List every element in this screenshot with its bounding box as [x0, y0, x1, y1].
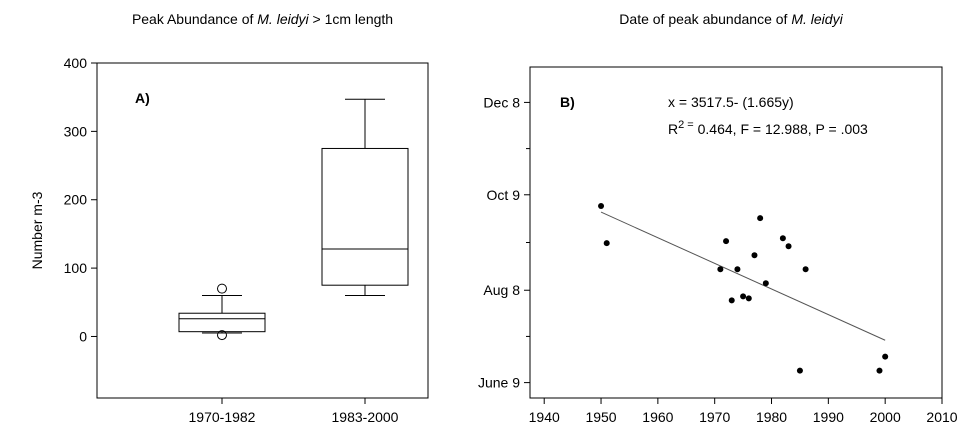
y-tick-label: Oct 9 — [487, 187, 521, 203]
panel-title-part: Peak Abundance of — [132, 11, 257, 27]
panel-label: A) — [135, 90, 150, 106]
point — [757, 215, 764, 222]
flier — [217, 283, 227, 294]
plot-frame — [529, 66, 943, 399]
point — [762, 280, 769, 287]
point — [598, 203, 605, 210]
plot-frame — [96, 62, 429, 399]
x-tick-label: 2010 — [926, 409, 957, 425]
y-tick-label: Dec 8 — [483, 94, 520, 110]
annotation: x = 3517.5- (1.665y) — [668, 94, 794, 110]
panel-title-part: M. leidyi — [257, 11, 309, 27]
point — [751, 252, 758, 259]
x-tick-label: 1980 — [756, 409, 787, 425]
point — [882, 353, 889, 360]
box — [178, 312, 266, 333]
panel-title: Peak Abundance of M. leidyi > 1cm length — [132, 11, 393, 27]
point — [785, 243, 792, 250]
point — [717, 266, 724, 273]
x-tick-label: 1950 — [585, 409, 616, 425]
y-tick-label: 200 — [64, 192, 88, 208]
point — [603, 240, 610, 247]
panel-title-part: Date of peak abundance of — [619, 11, 791, 27]
x-tick-label: 1970 — [699, 409, 730, 425]
y-axis-label: Number m-3 — [29, 191, 45, 269]
annotation-part: x = 3517.5- (1.665y) — [668, 94, 794, 110]
x-tick-label: 1970-1982 — [189, 409, 256, 425]
point — [723, 238, 730, 245]
box — [321, 147, 409, 286]
point — [728, 297, 735, 304]
x-tick-label: 1960 — [642, 409, 673, 425]
y-tick-label: 300 — [64, 123, 88, 139]
panel-label: B) — [560, 94, 575, 110]
point — [802, 266, 809, 273]
point — [740, 293, 747, 300]
panel-title-part: M. leidyi — [791, 11, 843, 27]
panel-title: Date of peak abundance of M. leidyi — [619, 11, 843, 27]
regression-line — [600, 211, 886, 341]
y-tick-label: 0 — [79, 328, 87, 344]
y-tick-label: June 9 — [478, 375, 520, 391]
point — [796, 367, 803, 374]
annotation-part: 0.464, F = 12.988, P = .003 — [694, 121, 868, 137]
panel-title-part: > 1cm length — [309, 11, 393, 27]
y-tick-label: 400 — [64, 55, 88, 71]
annotation-part: R — [668, 121, 678, 137]
x-tick-label: 1990 — [813, 409, 844, 425]
y-tick-label: 100 — [64, 260, 88, 276]
x-tick-label: 1983-2000 — [332, 409, 399, 425]
flier — [217, 330, 227, 341]
point — [876, 367, 883, 374]
point — [779, 235, 786, 242]
y-tick-label: Aug 8 — [483, 282, 520, 298]
point — [745, 295, 752, 302]
x-tick-label: 1940 — [529, 409, 560, 425]
x-tick-label: 2000 — [870, 409, 901, 425]
point — [734, 266, 741, 273]
annotation-part: 2 = — [678, 119, 694, 131]
annotation: R2 = 0.464, F = 12.988, P = .003 — [668, 119, 868, 137]
